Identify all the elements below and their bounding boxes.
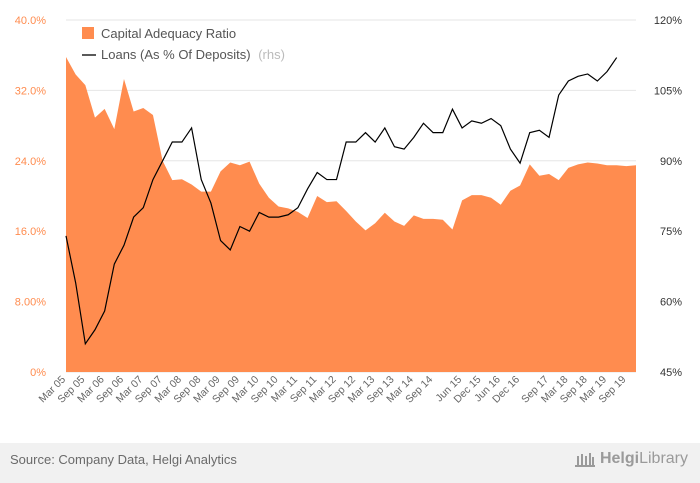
- right-tick-label: 105%: [654, 85, 682, 97]
- footer: Source: Company Data, Helgi Analytics He…: [0, 443, 700, 483]
- left-tick-label: 16.0%: [15, 226, 46, 238]
- right-tick-label: 60%: [660, 297, 682, 309]
- left-tick-label: 40.0%: [15, 15, 46, 27]
- right-axis-ticks: 45% 60% 75% 90% 105% 120%: [654, 15, 682, 379]
- loans-line: [65, 57, 618, 346]
- left-tick-label: 0%: [30, 367, 46, 379]
- right-tick-label: 75%: [660, 226, 682, 238]
- legend-swatch-capital-adequacy: [82, 27, 94, 39]
- left-tick-label: 8.00%: [15, 297, 46, 309]
- legend-label-capital-adequacy: Capital Adequacy Ratio: [101, 26, 236, 41]
- chart: 0% 8.00% 16.0% 24.0% 32.0% 40.0% 45% 60% 75% 90%…: [15, 15, 682, 406]
- library-icon: [574, 453, 595, 467]
- source-text: Source: Company Data, Helgi Analytics: [10, 452, 237, 467]
- area-layer: [66, 56, 636, 373]
- brand-logo: Helgi Library: [574, 450, 688, 468]
- capital-adequacy-area: [66, 56, 636, 373]
- brand-name-1: Helgi: [599, 450, 640, 467]
- legend-label-loans: Loans (As % Of Deposits): [101, 47, 251, 62]
- left-axis-ticks: 0% 8.00% 16.0% 24.0% 32.0% 40.0%: [15, 15, 46, 379]
- left-tick-label: 32.0%: [15, 85, 46, 97]
- right-tick-label: 90%: [660, 156, 682, 168]
- legend-label-loans-group: Loans (As % Of Deposits) (rhs): [101, 47, 285, 62]
- legend: Capital Adequacy Ratio Loans (As % Of De…: [82, 26, 285, 62]
- line-layer: [65, 57, 618, 346]
- left-tick-label: 24.0%: [15, 156, 46, 168]
- legend-label-loans-suffix: (rhs): [258, 47, 285, 62]
- right-tick-label: 120%: [654, 15, 682, 27]
- right-tick-label: 45%: [660, 367, 682, 379]
- brand-name-2: Library: [639, 450, 688, 467]
